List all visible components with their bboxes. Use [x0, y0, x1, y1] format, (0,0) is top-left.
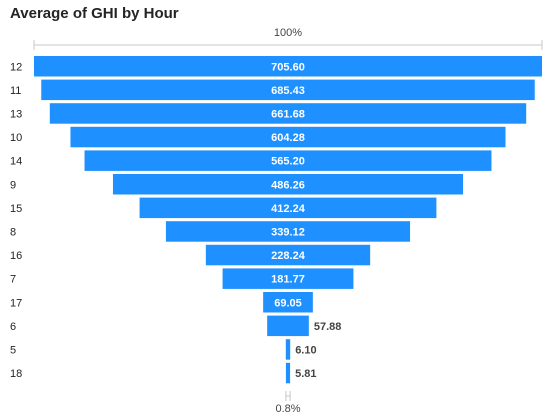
funnel-bar[interactable]: [285, 339, 291, 360]
top-bracket: [33, 40, 543, 50]
category-label: 14: [10, 156, 22, 168]
category-label: 5: [10, 344, 16, 356]
data-label: 228.24: [271, 250, 306, 262]
bottom-bracket: [285, 391, 291, 401]
funnel-bar[interactable]: [112, 174, 464, 195]
funnel-bars: 12 705.60 11 685.43 13 661.68 10 604.28 14 565.20…: [10, 56, 542, 384]
funnel-bar[interactable]: [222, 268, 354, 289]
funnel-bar[interactable]: [263, 292, 313, 313]
category-label: 7: [10, 274, 16, 286]
funnel-bar[interactable]: [267, 315, 309, 337]
category-label: 6: [10, 321, 16, 333]
data-label: 661.68: [271, 108, 305, 120]
funnel-bar[interactable]: [49, 103, 527, 124]
category-label: 12: [10, 61, 22, 73]
category-label: 18: [10, 368, 22, 380]
data-label: 69.05: [274, 297, 302, 309]
top-percent-label: 100%: [274, 27, 302, 39]
funnel-bar[interactable]: [34, 56, 542, 77]
chart-title: Average of GHI by Hour: [10, 5, 179, 22]
data-label: 486.26: [271, 179, 305, 191]
data-label: 6.10: [295, 344, 316, 356]
category-label: 8: [10, 226, 16, 238]
category-label: 16: [10, 250, 22, 262]
data-label: 565.20: [271, 156, 305, 168]
funnel-bar[interactable]: [84, 150, 492, 171]
funnel-bar[interactable]: [165, 221, 411, 242]
data-label: 685.43: [271, 85, 305, 97]
category-label: 10: [10, 132, 22, 144]
category-label: 9: [10, 179, 16, 191]
data-label: 412.24: [271, 203, 306, 215]
funnel-bar[interactable]: [139, 197, 437, 219]
category-label: 15: [10, 203, 22, 215]
category-label: 13: [10, 108, 22, 120]
data-label: 57.88: [314, 321, 342, 333]
category-label: 11: [10, 85, 21, 97]
funnel-bar[interactable]: [285, 362, 291, 384]
funnel-bar[interactable]: [205, 244, 371, 266]
category-label: 17: [10, 297, 22, 309]
data-label: 5.81: [295, 368, 316, 380]
data-label: 604.28: [271, 132, 305, 144]
data-label: 339.12: [271, 226, 305, 238]
funnel-bar[interactable]: [70, 126, 506, 148]
funnel-bar[interactable]: [41, 79, 535, 101]
data-label: 181.77: [271, 274, 305, 286]
data-label: 705.60: [271, 61, 305, 73]
bottom-percent-label: 0.8%: [275, 403, 300, 415]
